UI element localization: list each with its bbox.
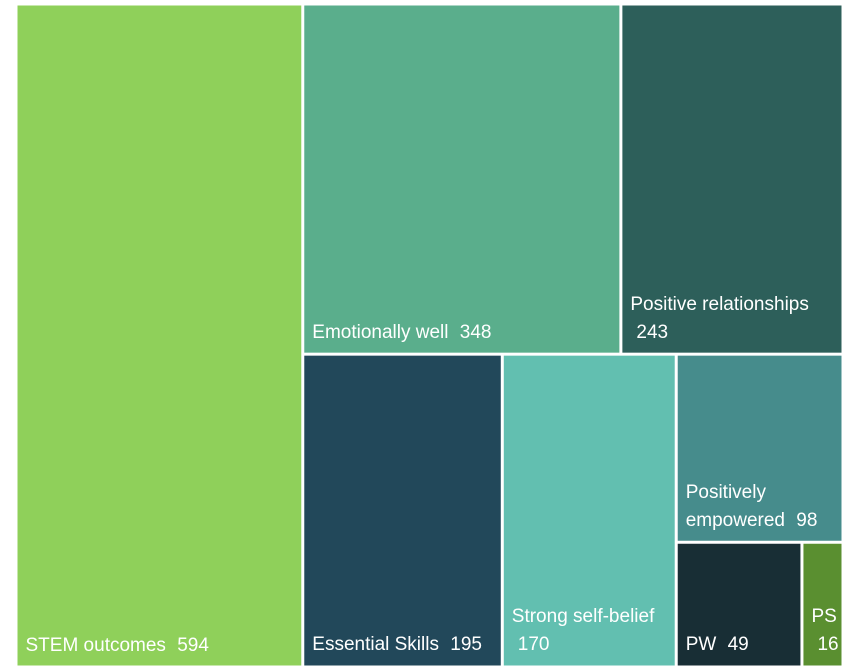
tile-value: 16 — [817, 634, 839, 656]
tile-value: 243 — [636, 321, 669, 343]
tile-label-text: Positively empowered 98 — [686, 479, 836, 535]
tile — [803, 543, 842, 666]
tile — [304, 355, 501, 666]
tile — [17, 5, 302, 666]
tile-label: Essential Skills 195 — [304, 356, 501, 666]
tile-name: Emotionally well — [312, 321, 449, 343]
tile-label: PW 49 — [678, 544, 801, 666]
tile-label-text: Positive relationships 243 — [630, 291, 835, 347]
tile — [677, 355, 842, 541]
tile — [622, 5, 842, 353]
tile — [677, 543, 801, 666]
tile-label: Strong self-belief 170 — [504, 356, 675, 666]
tile-name: PW — [685, 634, 717, 656]
tile-value: 594 — [177, 634, 209, 656]
tile-label: Positive relationships 243 — [622, 6, 841, 353]
tile-name: Positively empowered — [685, 481, 785, 531]
tile-value: 98 — [796, 509, 818, 531]
tile-label-text: Essential Skills 195 — [312, 631, 482, 659]
tile-label-text: Emotionally well 348 — [312, 319, 491, 347]
tile-label-text: Strong self-belief 170 — [512, 603, 669, 659]
tile-label-text: STEM outcomes 594 — [26, 632, 209, 660]
tile-name: PS — [811, 606, 837, 628]
tile-value: 348 — [459, 321, 492, 343]
tile-label-text: PW 49 — [686, 631, 749, 659]
tile — [503, 355, 675, 666]
tile-label-text: PS 16 — [811, 603, 838, 659]
tile-value: 170 — [517, 634, 550, 656]
tile-label: PS 16 — [803, 544, 841, 666]
tile-name: Essential Skills — [312, 634, 439, 656]
tile-name: STEM outcomes — [25, 634, 166, 656]
tile-label: Emotionally well 348 — [304, 6, 619, 353]
tile-name: Strong self-belief — [511, 606, 655, 628]
tile-value: 49 — [727, 634, 749, 656]
tile-label: STEM outcomes 594 — [18, 6, 302, 666]
tile-name: Positive relationships — [630, 293, 809, 315]
tile-value: 195 — [450, 634, 482, 656]
tile — [304, 5, 620, 353]
tile-label: Positively empowered 98 — [678, 356, 842, 541]
